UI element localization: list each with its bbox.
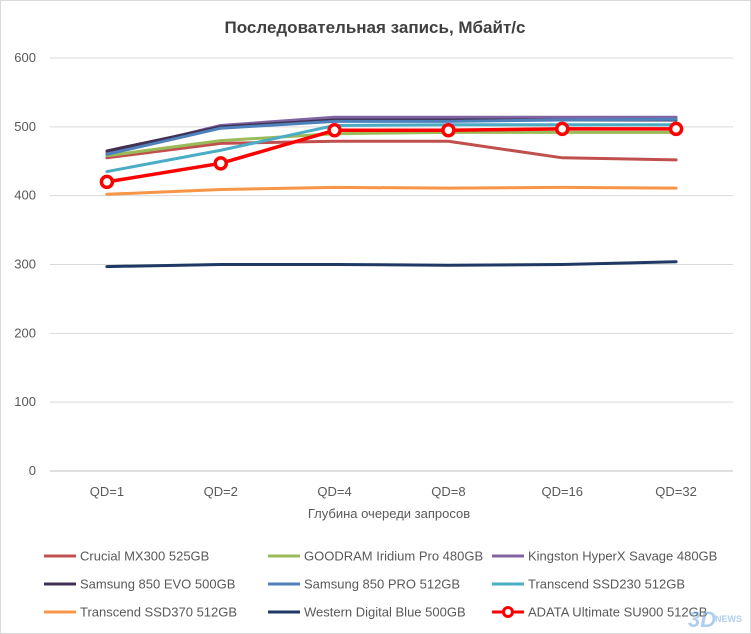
data-point [99,174,115,190]
legend-label: Crucial MX300 525GB [80,549,209,564]
x-tick-label: QD=1 [90,484,124,499]
x-axis-title: Глубина очереди запросов [308,506,470,521]
data-point [441,123,456,138]
series-group [105,185,678,196]
series-group [99,121,684,190]
chart-title: Последовательная запись, Мбайт/с [225,18,526,37]
x-tick-label: QD=16 [541,484,583,499]
series-group [105,139,678,162]
legend-label: Western Digital Blue 500GB [304,605,466,620]
legend-label: Samsung 850 EVO 500GB [80,577,235,592]
legend-item: Transcend SSD370 512GB [44,605,237,620]
legend-item: Western Digital Blue 500GB [268,605,466,620]
series-group [105,130,678,158]
data-point [555,121,570,137]
x-tick-label: QD=8 [431,484,465,499]
legend-item: Samsung 850 EVO 500GB [44,577,235,592]
gridlines [50,57,733,472]
legend-label: GOODRAM Iridium Pro 480GB [304,549,483,564]
legend-label: Samsung 850 PRO 512GB [304,577,460,592]
x-tick-label: QD=4 [317,484,351,499]
legend-marker [502,606,514,618]
y-tick-label: 0 [29,463,36,478]
y-tick-label: 600 [14,50,36,65]
series-group [105,117,678,156]
x-tick-label: QD=32 [655,484,697,499]
series-line [105,117,678,156]
series-line [105,127,678,184]
y-tick-labels: 0 100 200 300 400 500 600 [14,50,36,478]
series-line [105,139,678,162]
watermark-suffix: NEWS [715,614,742,624]
y-tick-label: 500 [14,119,36,134]
legend-item: ADATA Ultimate SU900 512GB [492,605,707,620]
y-tick-label: 200 [14,325,36,340]
y-tick-label: 300 [14,257,36,272]
legend-label: Kingston HyperX Savage 480GB [528,549,717,564]
legend-item: Kingston HyperX Savage 480GB [492,549,717,564]
series-lines [99,115,684,269]
legend-item: Samsung 850 PRO 512GB [268,577,460,592]
data-point [327,123,342,138]
watermark-brand: 3D [688,607,716,632]
x-tick-label: QD=2 [204,484,238,499]
x-tick-labels: QD=1 QD=2 QD=4 QD=8 QD=16 QD=32 [90,484,697,499]
series-line [105,185,678,196]
series-line [105,260,678,269]
y-tick-label: 400 [14,188,36,203]
legend-item: Crucial MX300 525GB [44,549,209,564]
legend-item: GOODRAM Iridium Pro 480GB [268,549,483,564]
y-tick-label: 100 [14,394,36,409]
data-point [213,156,228,171]
legend: Crucial MX300 525GB GOODRAM Iridium Pro 4… [44,549,717,620]
legend-label: Transcend SSD230 512GB [528,577,685,592]
series-line [105,123,678,174]
legend-item: Transcend SSD230 512GB [492,577,685,592]
series-group [105,260,678,269]
series-group [105,123,678,174]
legend-label: Transcend SSD370 512GB [80,605,237,620]
data-point [668,121,684,137]
legend-label: ADATA Ultimate SU900 512GB [528,605,707,620]
series-line [105,130,678,158]
3dnews-logo: 3D NEWS [688,607,742,632]
